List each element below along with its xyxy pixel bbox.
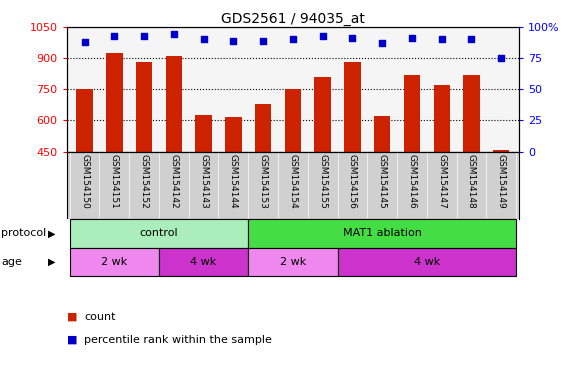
Text: age: age bbox=[1, 257, 22, 267]
Point bbox=[318, 33, 327, 39]
Point bbox=[139, 33, 148, 39]
Text: 2 wk: 2 wk bbox=[101, 257, 128, 267]
Text: control: control bbox=[140, 228, 178, 238]
Text: GSM154151: GSM154151 bbox=[110, 154, 119, 209]
Bar bbox=[345, 62, 361, 245]
Bar bbox=[225, 118, 241, 245]
Text: GSM154149: GSM154149 bbox=[496, 154, 506, 209]
Point bbox=[348, 35, 357, 41]
Text: ▶: ▶ bbox=[49, 257, 56, 267]
Text: 4 wk: 4 wk bbox=[414, 257, 440, 267]
Bar bbox=[159, 248, 248, 276]
Bar bbox=[255, 104, 271, 245]
Title: GDS2561 / 94035_at: GDS2561 / 94035_at bbox=[221, 12, 365, 26]
Point bbox=[110, 33, 119, 39]
Point bbox=[80, 39, 89, 45]
Bar bbox=[248, 219, 516, 248]
Text: GSM154156: GSM154156 bbox=[348, 154, 357, 209]
Bar bbox=[338, 248, 516, 276]
Point bbox=[496, 55, 506, 61]
Point bbox=[437, 36, 447, 43]
Bar bbox=[433, 85, 450, 245]
Bar bbox=[285, 89, 301, 245]
Bar bbox=[70, 248, 159, 276]
Bar bbox=[314, 77, 331, 245]
Bar bbox=[136, 62, 153, 245]
Bar bbox=[106, 53, 122, 245]
Bar bbox=[404, 75, 420, 245]
Bar bbox=[166, 56, 182, 245]
Bar bbox=[463, 75, 480, 245]
Bar bbox=[374, 116, 390, 245]
Text: GSM154144: GSM154144 bbox=[229, 154, 238, 209]
Text: count: count bbox=[84, 312, 115, 322]
Text: GSM154143: GSM154143 bbox=[199, 154, 208, 209]
Text: protocol: protocol bbox=[1, 228, 46, 238]
Bar bbox=[493, 150, 509, 245]
Bar bbox=[248, 248, 338, 276]
Point bbox=[288, 36, 298, 43]
Bar bbox=[70, 219, 248, 248]
Text: GSM154148: GSM154148 bbox=[467, 154, 476, 209]
Point bbox=[378, 40, 387, 46]
Text: ■: ■ bbox=[67, 312, 77, 322]
Text: ■: ■ bbox=[67, 335, 77, 345]
Point bbox=[229, 38, 238, 44]
Bar bbox=[195, 115, 212, 245]
Text: GSM154152: GSM154152 bbox=[140, 154, 148, 209]
Text: GSM154150: GSM154150 bbox=[80, 154, 89, 209]
Point bbox=[199, 36, 208, 43]
Point bbox=[407, 35, 416, 41]
Text: ▶: ▶ bbox=[49, 228, 56, 238]
Text: 4 wk: 4 wk bbox=[190, 257, 217, 267]
Text: percentile rank within the sample: percentile rank within the sample bbox=[84, 335, 272, 345]
Text: MAT1 ablation: MAT1 ablation bbox=[343, 228, 422, 238]
Text: GSM154147: GSM154147 bbox=[437, 154, 446, 209]
Bar bbox=[77, 89, 93, 245]
Point bbox=[259, 38, 268, 44]
Text: GSM154153: GSM154153 bbox=[259, 154, 267, 209]
Text: 2 wk: 2 wk bbox=[280, 257, 306, 267]
Point bbox=[169, 31, 179, 38]
Text: GSM154154: GSM154154 bbox=[288, 154, 298, 209]
Text: GSM154145: GSM154145 bbox=[378, 154, 387, 209]
Text: GSM154146: GSM154146 bbox=[408, 154, 416, 209]
Point bbox=[467, 36, 476, 43]
Text: GSM154142: GSM154142 bbox=[169, 154, 178, 209]
Text: GSM154155: GSM154155 bbox=[318, 154, 327, 209]
